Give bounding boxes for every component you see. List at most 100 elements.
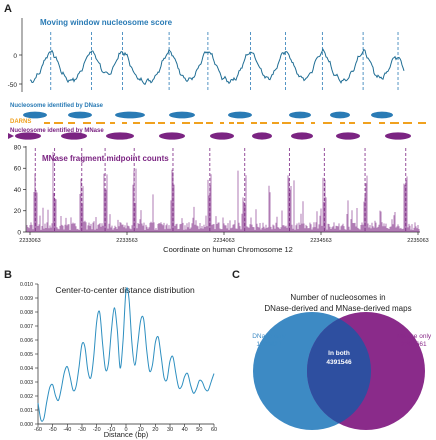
darns-segment: [418, 122, 426, 124]
dnase-track-label: Nucleosome identified by DNase: [10, 103, 104, 109]
panel-b-letter: B: [4, 269, 12, 281]
darns-segment: [403, 122, 412, 124]
mnase-nucleosome: [106, 132, 134, 140]
darns-segment: [340, 122, 345, 124]
distance-chart: 0.009 0.008 0.007 0.006 0.005 0.004 0.003 0.002…: [20, 282, 217, 439]
darns-segment: [122, 122, 127, 124]
counts-x-tick-label: 2233563: [116, 238, 137, 244]
distance-y-tick-label: 0.009: [20, 296, 33, 302]
mnase-nucleosome: [252, 132, 272, 140]
distance-distribution-line: [37, 287, 215, 422]
venn-mnase-label: MNase only: [397, 333, 432, 340]
venn-title-line1: Number of nucleosomes in: [290, 293, 385, 302]
counts-plot: 0 20 40 60 80 MNase fragment midpoint counts…: [14, 144, 429, 254]
counts-x-label: Coordinate on human Chromosome 12: [163, 245, 293, 254]
darns-segment: [83, 122, 91, 124]
darns-segment: [133, 122, 140, 124]
venn-dnase-label: DNase only: [252, 333, 286, 340]
darns-segment: [272, 122, 279, 124]
mnase-nucleosome: [61, 132, 87, 140]
darns-segment: [349, 122, 355, 124]
darns-track: [44, 122, 426, 124]
mnase-track-arrow: [8, 133, 14, 139]
distance-x-tick-label: 60: [211, 427, 217, 433]
darns-segment: [363, 122, 371, 124]
counts-y-tick-label: 40: [14, 187, 22, 194]
distance-x-tick-label: -50: [49, 427, 57, 433]
distance-y-tick-label: 0.007: [20, 324, 33, 330]
mnase-track-label: Nucleosome identified by MNase: [10, 128, 104, 134]
distance-x-tick-label: -10: [107, 427, 115, 433]
darns-segment: [96, 122, 105, 124]
darns-segment: [170, 122, 175, 124]
darns-segment: [145, 122, 155, 124]
panel-c-letter: C: [232, 269, 240, 281]
distance-x-tick-label: -20: [93, 427, 101, 433]
darns-track-label: DARNS: [10, 119, 31, 125]
distance-x-tick-label: 0: [124, 427, 127, 433]
counts-bars: [26, 152, 420, 232]
dnase-nucleosome: [330, 111, 350, 119]
distance-x-tick-label: -30: [78, 427, 86, 433]
darns-segment: [323, 122, 332, 124]
dnase-nucleosome: [228, 111, 252, 119]
dnase-nucleosome: [115, 111, 145, 119]
dnase-nucleosome: [169, 111, 195, 119]
distance-x-tick-label: 40: [182, 427, 188, 433]
mnase-nucleosome: [159, 132, 185, 140]
distance-x-tick-label: 10: [138, 427, 144, 433]
darns-segment: [110, 122, 115, 124]
distance-x-tick-label: 30: [167, 427, 173, 433]
panel-a-letter: A: [4, 3, 12, 15]
counts-y-tick-label: 0: [17, 229, 21, 236]
mnase-nucleosome: [291, 132, 313, 140]
darns-segment: [206, 122, 213, 124]
distance-x-tick-label: 50: [196, 427, 202, 433]
mnase-nucleosome: [336, 132, 360, 140]
darns-segment: [311, 122, 315, 124]
venn-both-value: 4391546: [326, 359, 352, 366]
darns-segment: [296, 122, 304, 124]
dnase-nucleosome: [371, 111, 393, 119]
dnase-nucleosome: [289, 111, 311, 119]
venn-title-line2: DNase-derived and MNase-derived maps: [264, 304, 411, 313]
counts-y-tick-label: 60: [14, 166, 22, 173]
score-y-label-minus50: -50: [8, 82, 18, 89]
distance-x-tick-label: -60: [34, 427, 42, 433]
score-line: [29, 48, 405, 86]
distance-y-tick-label: 0.003: [20, 380, 33, 386]
venn-dnase-value: 1833821: [256, 341, 282, 348]
darns-segment: [390, 122, 399, 124]
venn-overlap-region: [307, 312, 371, 430]
distance-y-tick-label: 0.002: [20, 394, 33, 400]
distance-y-tick-label: 0.004: [20, 366, 33, 372]
distance-x-label: Distance (bp): [104, 430, 149, 439]
darns-segment: [229, 122, 234, 124]
score-plot: 0 -50 Moving window nucleosome score: [8, 18, 405, 92]
distance-x-tick-label: -40: [63, 427, 71, 433]
distance-x-tick-label: 20: [152, 427, 158, 433]
dnase-nucleosome-track: [23, 111, 393, 119]
distance-y-tick-label: 0.010: [20, 282, 33, 288]
distance-y-ticks: 0.009 0.008 0.007 0.006 0.005 0.004 0.003 0.002…: [20, 282, 38, 428]
score-title: Moving window nucleosome score: [40, 18, 173, 27]
mnase-nucleosome: [210, 132, 234, 140]
distance-y-tick-label: 0.008: [20, 310, 33, 316]
distance-y-tick-label: 0.005: [20, 352, 33, 358]
distance-y-tick-label: 0.001: [20, 408, 33, 414]
counts-title: MNase fragment midpoint counts: [42, 154, 169, 163]
darns-segment: [282, 122, 291, 124]
venn-mnase-value: 2203661: [401, 341, 427, 348]
venn-diagram: DNase only 1833821 In both 4391546 MNase…: [252, 312, 432, 430]
darns-segment: [158, 122, 165, 124]
mnase-nucleosome: [15, 132, 41, 140]
darns-segment: [68, 122, 75, 124]
venn-both-label: In both: [328, 350, 350, 357]
counts-y-ticks: 0 20 40 60 80: [14, 144, 26, 236]
darns-segment: [54, 122, 63, 124]
counts-x-tick-label: 2235063: [407, 238, 428, 244]
dnase-nucleosome: [68, 111, 92, 119]
darns-segment: [379, 122, 385, 124]
counts-x-tick-label: 2234563: [310, 238, 331, 244]
score-peak-markers: [50, 32, 399, 92]
